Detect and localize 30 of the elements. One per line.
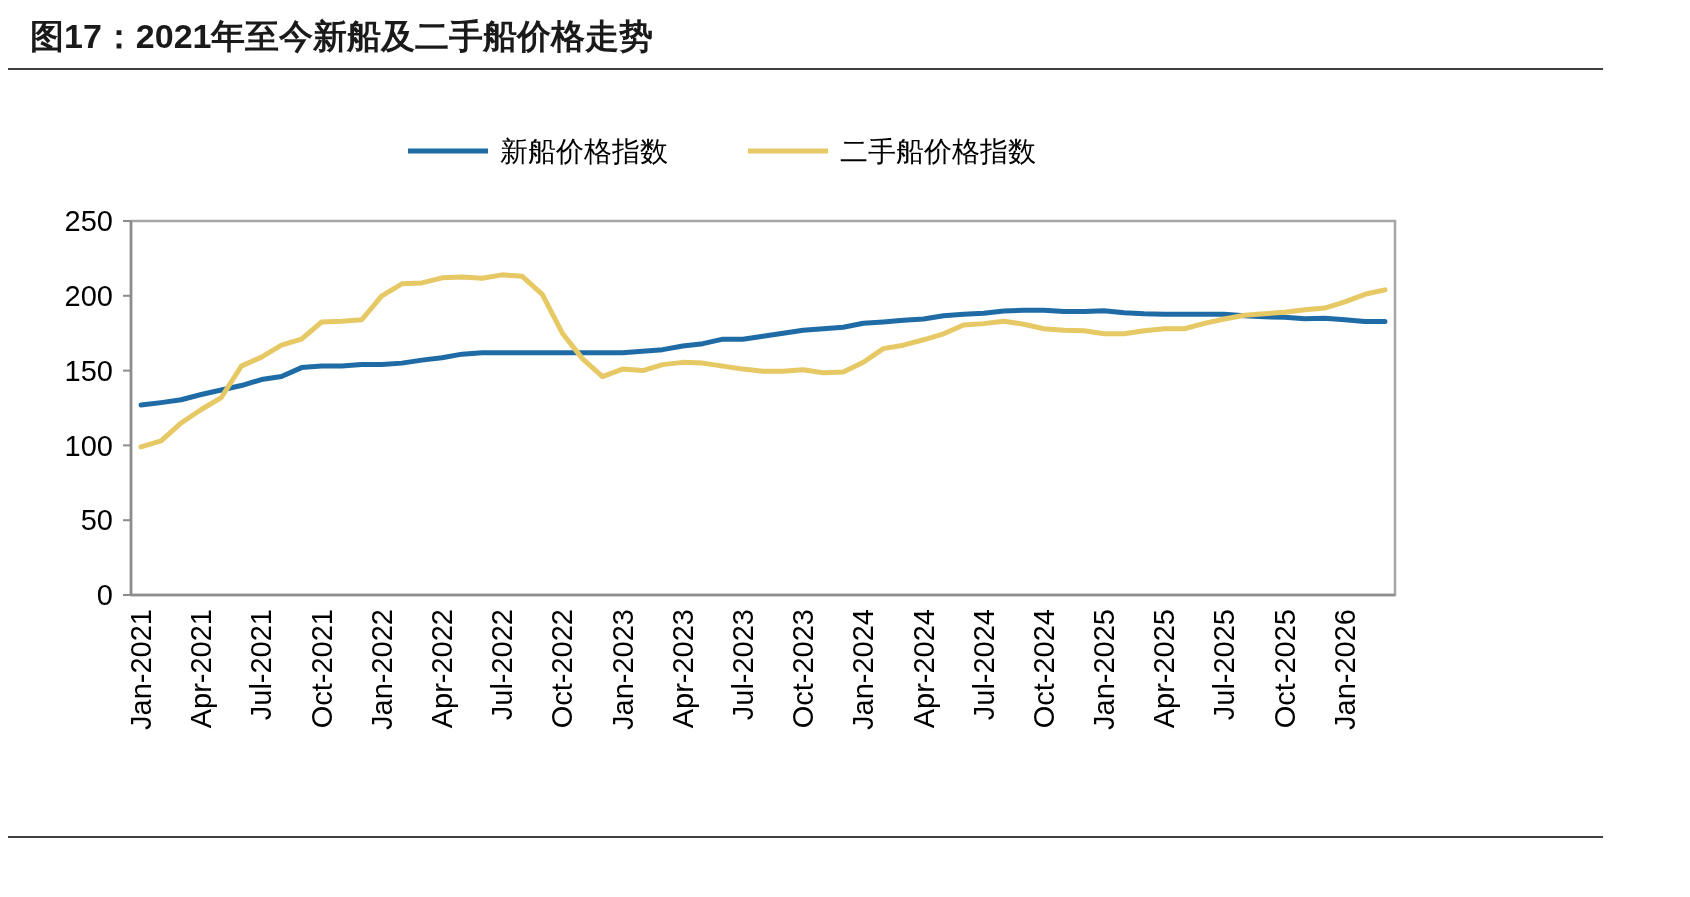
y-tick-label: 200 bbox=[64, 279, 113, 312]
x-tick-label: Jul-2021 bbox=[245, 609, 278, 721]
x-tick-label: Apr-2024 bbox=[907, 609, 940, 729]
x-tick-label: Oct-2022 bbox=[546, 609, 579, 729]
x-tick-label: Apr-2023 bbox=[666, 609, 699, 729]
x-tick-label: Jan-2026 bbox=[1328, 609, 1361, 730]
legend-label: 新船价格指数 bbox=[500, 135, 668, 167]
x-tick-label: Jan-2025 bbox=[1088, 609, 1121, 730]
y-tick-label: 150 bbox=[64, 354, 113, 387]
x-tick-label: Jan-2022 bbox=[365, 609, 398, 730]
x-tick-label: Jan-2023 bbox=[606, 609, 639, 730]
x-tick-label: Jul-2022 bbox=[486, 609, 519, 721]
legend-label: 二手船价格指数 bbox=[840, 135, 1036, 167]
chart-title: 图17：2021年至今新船及二手船价格走势 bbox=[30, 17, 654, 55]
x-tick-label: Oct-2025 bbox=[1268, 609, 1301, 729]
x-tick-label: Jan-2021 bbox=[125, 609, 158, 730]
x-tick-label: Jul-2024 bbox=[967, 609, 1000, 721]
y-tick-label: 0 bbox=[96, 579, 113, 612]
x-tick-label: Jan-2024 bbox=[847, 609, 880, 730]
y-tick-label: 50 bbox=[80, 504, 113, 537]
y-tick-label: 100 bbox=[64, 429, 113, 462]
x-tick-label: Jul-2023 bbox=[726, 609, 759, 721]
x-tick-label: Apr-2025 bbox=[1148, 609, 1181, 729]
x-tick-label: Oct-2024 bbox=[1027, 609, 1060, 729]
y-tick-label: 250 bbox=[64, 205, 113, 238]
x-tick-label: Oct-2023 bbox=[787, 609, 820, 729]
x-tick-label: Jul-2025 bbox=[1208, 609, 1241, 721]
x-tick-label: Apr-2021 bbox=[185, 609, 218, 729]
x-tick-label: Oct-2021 bbox=[305, 609, 338, 729]
x-tick-label: Apr-2022 bbox=[425, 609, 458, 729]
